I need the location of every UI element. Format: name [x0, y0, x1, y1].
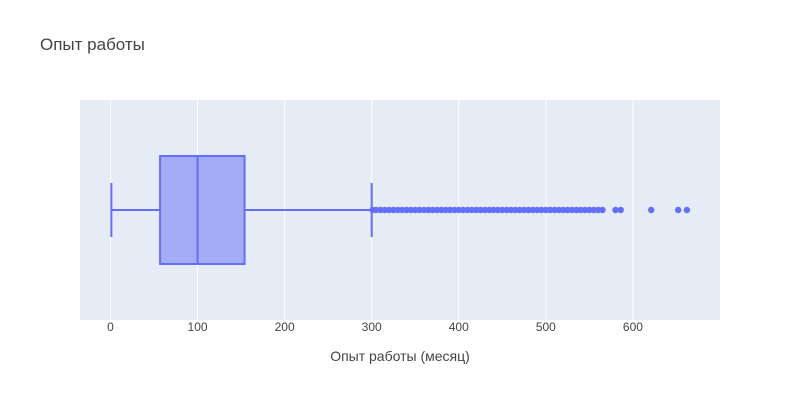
interquartile-box: [159, 155, 246, 265]
x-tick-label: 500: [536, 320, 556, 334]
outlier-layer: [369, 206, 691, 214]
x-tick-label: 200: [275, 320, 295, 334]
chart-title: Опыт работы: [40, 35, 145, 54]
outlier-point: [599, 206, 606, 214]
x-tick-label: 600: [623, 320, 643, 334]
box-layer: [110, 155, 373, 265]
outlier-point: [648, 206, 655, 214]
x-tick-label: 0: [107, 320, 114, 334]
outlier-point: [612, 206, 619, 214]
x-axis-label: Опыт работы (месяц): [330, 348, 470, 364]
x-tick-label: 400: [449, 320, 469, 334]
outlier-point: [617, 206, 624, 214]
outlier-point: [675, 206, 682, 214]
tick-layer: 0 100 200 300 400 500 600: [107, 320, 643, 334]
x-tick-label: 300: [362, 320, 382, 334]
outlier-point: [683, 206, 691, 214]
x-tick-label: 100: [188, 320, 208, 334]
